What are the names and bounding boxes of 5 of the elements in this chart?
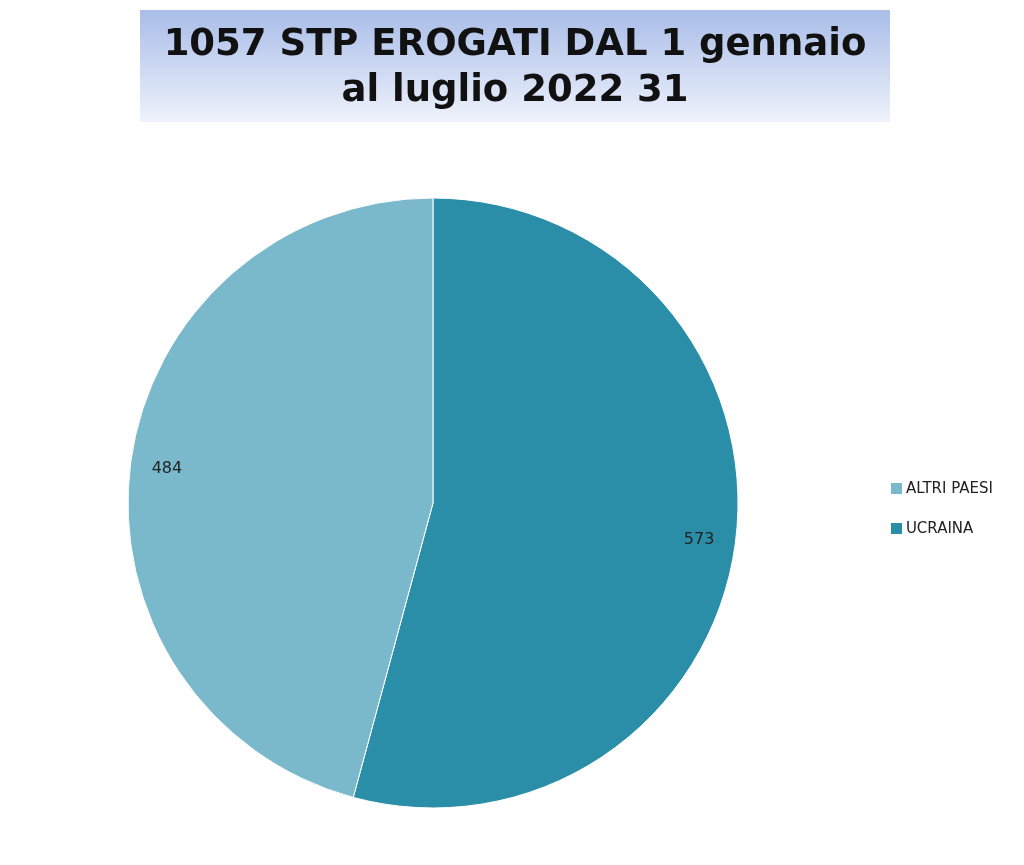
chart-title: 1057 STP EROGATI DAL 1 gennaio al luglio 2022 31: [140, 10, 890, 122]
data-label: 484: [151, 458, 183, 478]
legend-label: ALTRI PAESI: [905, 479, 993, 497]
legend-label: UCRAINA: [905, 519, 974, 537]
data-label: 573: [683, 528, 715, 548]
